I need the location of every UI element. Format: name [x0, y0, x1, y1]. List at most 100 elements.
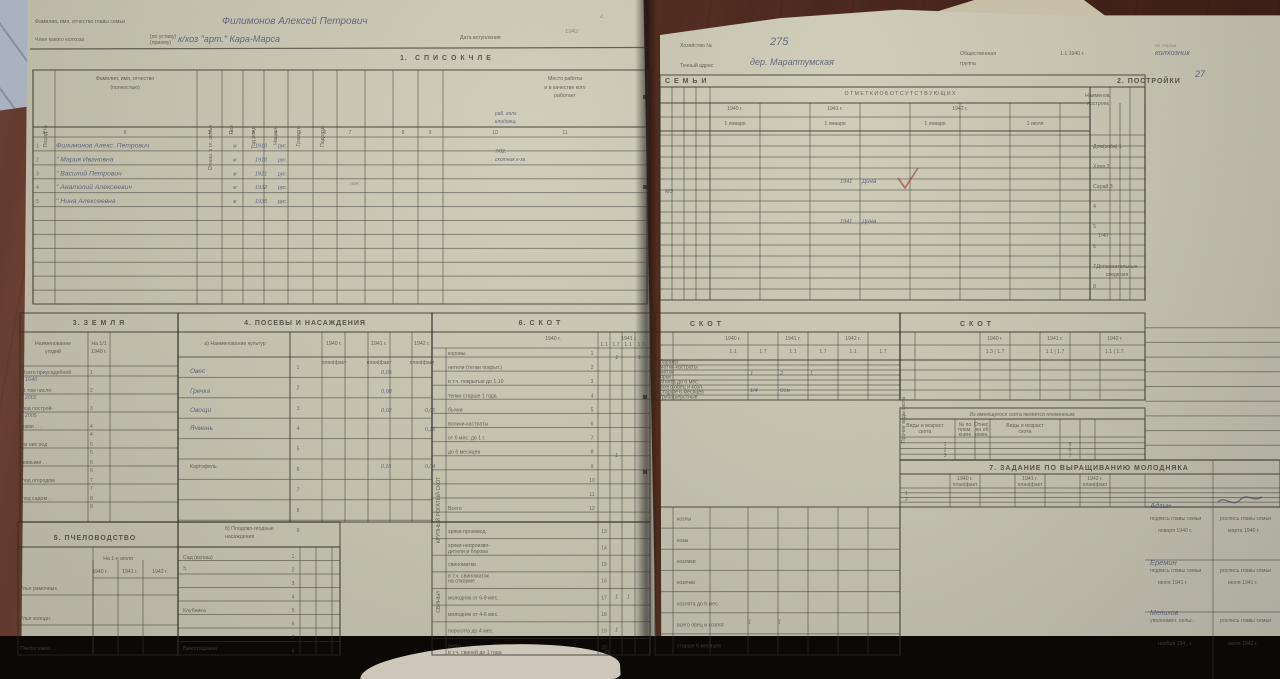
- svg-text:рус.: рус.: [277, 157, 287, 163]
- svg-text:1942 г.: 1942 г.: [152, 569, 168, 575]
- svg-text:3: 3: [944, 453, 947, 459]
- svg-text:9: 9: [297, 528, 300, 534]
- svg-text:всего овец и козлят: всего овец и козлят: [677, 622, 725, 628]
- svg-text:4: 4: [591, 393, 594, 399]
- svg-text:В том числе:: В том числе:: [22, 388, 53, 394]
- svg-text:3: 3: [297, 406, 300, 412]
- svg-text:роспись главы семьи: роспись главы семьи: [1220, 516, 1271, 522]
- svg-text:МЗ: МЗ: [665, 189, 674, 195]
- svg-text:1941: 1941: [840, 219, 852, 225]
- svg-text:Хлев 2: Хлев 2: [1093, 164, 1110, 170]
- svg-text:б: б: [124, 130, 127, 136]
- svg-text:января 1940 г.: января 1940 г.: [1158, 528, 1192, 534]
- svg-text:С П И С О К Ч Л Е: С П И С О К Ч Л Е: [415, 55, 492, 62]
- svg-text:скотник к-за: скотник к-за: [495, 157, 525, 163]
- svg-text:1940 г.: 1940 г.: [91, 349, 107, 355]
- svg-text:Ячмень: Ячмень: [189, 425, 213, 432]
- svg-text:" Мария Ивановна: " Мария Ивановна: [56, 156, 114, 163]
- svg-text:1940 г.: 1940 г.: [326, 341, 342, 347]
- svg-text:из них под: из них под: [22, 442, 47, 448]
- svg-text:3: 3: [292, 581, 295, 587]
- svg-text:Хозяйство №: Хозяйство №: [680, 42, 712, 49]
- svg-text:8: 8: [292, 649, 295, 655]
- svg-text:6: 6: [90, 468, 93, 474]
- svg-text:0,05: 0,05: [381, 370, 393, 376]
- svg-text:1: 1: [615, 453, 618, 459]
- svg-text:молодняк от 6-9 мес.: молодняк от 6-9 мес.: [448, 595, 499, 601]
- svg-text:и в качестве кого: и в качестве кого: [544, 85, 585, 91]
- svg-text:4: 4: [1093, 204, 1096, 210]
- svg-text:козлы: козлы: [677, 517, 692, 523]
- svg-text:Член какого колхоза: Член какого колхоза: [35, 37, 84, 43]
- svg-text:1.1 | 1.7.: 1.1 | 1.7.: [1105, 349, 1125, 355]
- svg-text:а) Наименование культур: а) Наименование культур: [204, 341, 266, 347]
- svg-text:свиноматки: свиноматки: [448, 562, 476, 568]
- svg-text:раб. колх: раб. колх: [494, 111, 517, 117]
- svg-text:Филимонов Алекс. Петрович: Филимонов Алекс. Петрович: [56, 142, 150, 149]
- svg-text:275: 275: [769, 36, 789, 48]
- svg-text:под огородом: под огородом: [22, 478, 55, 484]
- svg-text:6. С К О Т: 6. С К О Т: [519, 320, 562, 327]
- svg-text:рус.: рус.: [277, 199, 287, 205]
- svg-text:Филимонов Алексей Петрович: Филимонов Алексей Петрович: [222, 16, 368, 27]
- svg-text:молодняк от 4-6 мес.: молодняк от 4-6 мес.: [448, 612, 499, 618]
- svg-text:2: 2: [231, 130, 234, 136]
- svg-text:сведения: сведения: [1106, 272, 1129, 278]
- svg-text:2: 2: [36, 157, 39, 163]
- svg-text:1 июля: 1 июля: [1027, 121, 1044, 127]
- svg-text:1/4: 1/4: [750, 388, 758, 394]
- svg-text:Адзин: Адзин: [1149, 501, 1171, 510]
- svg-text:рус.: рус.: [277, 185, 287, 191]
- svg-text:книге: книге: [959, 432, 972, 438]
- svg-text:Место работы: Место работы: [548, 76, 582, 82]
- svg-text:8: 8: [1093, 284, 1096, 290]
- svg-text:к/хоз "арт." Кара-Марса: к/хоз "арт." Кара-Марса: [178, 34, 280, 44]
- svg-text:от 6 мес. до 1 г.: от 6 мес. до 1 г.: [448, 436, 485, 442]
- svg-text:12: 12: [589, 506, 595, 512]
- svg-text:6: 6: [1093, 244, 1096, 250]
- svg-text:телки старше 1 года: телки старше 1 года: [448, 393, 497, 399]
- svg-text:6: 6: [324, 130, 327, 136]
- svg-text:работает: работает: [554, 93, 576, 99]
- svg-text:4: 4: [90, 432, 93, 438]
- svg-text:6: 6: [90, 460, 93, 466]
- svg-text:7. ЗАДАНИЕ ПО ВЫРАЩИВАНИЮ МОЛО: 7. ЗАДАНИЕ ПО ВЫРАЩИВАНИЮ МОЛОДНЯКА: [989, 465, 1189, 472]
- svg-text:кладовщ.: кладовщ.: [495, 119, 517, 125]
- svg-text:план|факт: план|факт: [322, 360, 347, 366]
- svg-text:1932: 1932: [255, 185, 267, 191]
- svg-text:нач.: нач.: [350, 181, 360, 187]
- svg-text:9: 9: [591, 464, 594, 470]
- svg-text:1: 1: [778, 619, 781, 625]
- svg-text:2005: 2005: [24, 413, 37, 419]
- svg-text:2: 2: [297, 385, 300, 391]
- svg-text:козлята до 6 мес.: козлята до 6 мес.: [677, 601, 719, 607]
- svg-text:5: 5: [36, 199, 39, 205]
- svg-text:ноября 194_ г.: ноября 194_ г.: [1158, 641, 1192, 647]
- svg-text:8: 8: [90, 504, 93, 510]
- svg-text:построек: построек: [1087, 101, 1109, 107]
- svg-text:7: 7: [349, 130, 352, 136]
- svg-text:9: 9: [429, 130, 432, 136]
- svg-text:под садом .: под садом .: [22, 496, 50, 502]
- svg-text:3: 3: [36, 171, 39, 177]
- svg-text:7: 7: [297, 487, 300, 493]
- svg-text:1.: 1.: [400, 55, 408, 62]
- svg-text:Мелихов: Мелихов: [1150, 610, 1179, 617]
- svg-text:грубошерстные: грубошерстные: [660, 394, 698, 400]
- svg-text:2: 2: [905, 497, 908, 503]
- svg-text:дители и борова: дители и борова: [448, 549, 488, 555]
- svg-text:8: 8: [402, 130, 405, 136]
- svg-text:1: 1: [615, 355, 618, 361]
- svg-text:подпись главы семьи: подпись главы семьи: [1150, 568, 1201, 574]
- svg-text:1942 г.: 1942 г.: [845, 336, 861, 342]
- svg-text:1.7: 1.7: [879, 349, 886, 355]
- svg-text:Сад (вспаш): Сад (вспаш): [183, 555, 213, 561]
- svg-text:1940 г.: 1940 г.: [545, 336, 561, 342]
- svg-text:19: 19: [601, 629, 607, 635]
- svg-text:0,10: 0,10: [381, 464, 391, 470]
- svg-text:1: 1: [208, 130, 211, 136]
- svg-text:1941 г.: 1941 г.: [785, 336, 801, 342]
- svg-text:всего: всего: [448, 644, 461, 650]
- svg-text:0,02: 0,02: [381, 408, 392, 414]
- svg-text:1940 г.: 1940 г.: [92, 569, 108, 575]
